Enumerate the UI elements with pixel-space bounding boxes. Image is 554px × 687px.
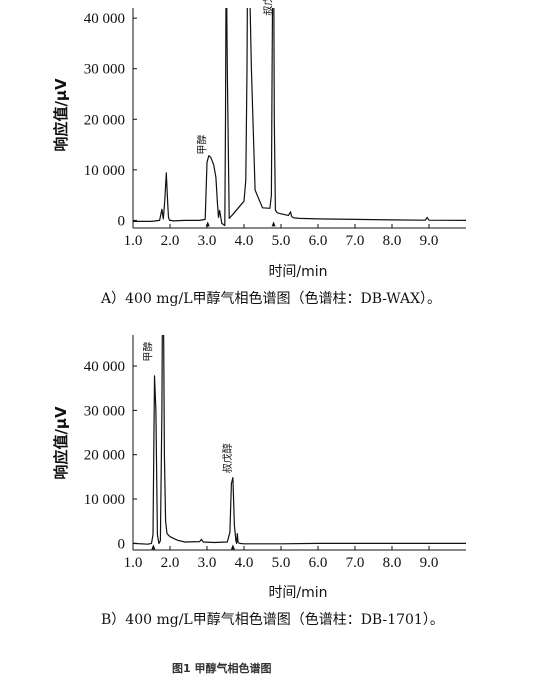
- panel-a-x-axis-label: 时间/min: [268, 264, 327, 280]
- panel-a-y-tick-label: 20 000: [84, 112, 125, 128]
- panel-a-x-tick-label: 4.0: [235, 233, 254, 249]
- panel-b-y-tick-label: 20 000: [84, 448, 125, 464]
- panel-b-y-axis-label: 响应值/μV: [52, 406, 70, 480]
- panel-b-y-tick-label: 10 000: [84, 492, 125, 508]
- panel-b-y-tick-label: 30 000: [84, 403, 125, 419]
- panel-b-x-tick-label: 2.0: [161, 555, 180, 571]
- panel-a-peak-label: 叔戊醇: [262, 0, 275, 16]
- panel-a-series-line: [133, 8, 466, 227]
- figure-caption: 图1 甲醇气相色谱图: [172, 661, 271, 675]
- panel-b-plot-area: 1.0 2.0 3.0 4.0 5.0 6.0 7.0 8.0 9.0 0 10 000 20 000…: [84, 335, 466, 571]
- panel-a: 1.0 2.0 3.0 4.0 5.0 6.0 7.0 8.0 9.0 0 10 000 20 000…: [52, 0, 466, 307]
- panel-b-y-tick-label: 0: [118, 536, 126, 552]
- panel-b-x-tick-label: 7.0: [346, 555, 365, 571]
- panel-a-x-tick-label: 7.0: [346, 233, 365, 249]
- panel-a-caption: A）400 mg/L甲醇气相色谱图（色谱柱：DB-WAX）。: [100, 290, 441, 307]
- panel-b-peak-marker: [230, 544, 235, 550]
- panel-a-y-axis-label: 响应值/μV: [52, 78, 70, 152]
- panel-a-x-tick-label: 5.0: [272, 233, 291, 249]
- panel-b-x-tick-label: 5.0: [272, 555, 291, 571]
- panel-a-x-tick-label: 8.0: [383, 233, 402, 249]
- panel-a-y-tick-label: 10 000: [84, 163, 125, 179]
- panel-b-x-tick-label: 1.0: [124, 555, 143, 571]
- panel-a-x-tick-label: 1.0: [124, 233, 143, 249]
- panel-a-y-tick-label: 0: [118, 213, 126, 229]
- panel-b-x-tick-label: 3.0: [198, 555, 217, 571]
- panel-b-peak-label: 甲醇: [141, 342, 154, 362]
- panel-a-x-tick-label: 9.0: [420, 233, 439, 249]
- panel-b-peak-marker: [151, 544, 156, 550]
- panel-a-y-tick-label: 40 000: [84, 11, 125, 27]
- panel-b-y-tick-label: 40 000: [84, 359, 125, 375]
- panel-a-x-tick-label: 2.0: [161, 233, 180, 249]
- panel-b-x-tick-label: 9.0: [420, 555, 439, 571]
- panel-b-x-tick-label: 6.0: [309, 555, 328, 571]
- panel-b-x-tick-label: 4.0: [235, 555, 254, 571]
- panel-b-series-line: [133, 335, 466, 545]
- panel-a-peak-label: 甲醇: [196, 135, 209, 155]
- panel-b-x-axis-label: 时间/min: [268, 585, 327, 601]
- panel-a-peak-marker: [271, 221, 276, 227]
- panel-b-caption: B）400 mg/L甲醇气相色谱图（色谱柱：DB-1701）。: [101, 611, 444, 628]
- panel-a-peak-marker: [205, 221, 210, 227]
- panel-b-x-tick-label: 8.0: [383, 555, 402, 571]
- panel-a-x-tick-label: 6.0: [309, 233, 328, 249]
- panel-b: 1.0 2.0 3.0 4.0 5.0 6.0 7.0 8.0 9.0 0 10 000 20 000…: [52, 335, 466, 628]
- panel-a-plot-area: 1.0 2.0 3.0 4.0 5.0 6.0 7.0 8.0 9.0 0 10 000 20 000…: [84, 0, 466, 249]
- panel-b-peak-label: 叔戊醇: [221, 443, 234, 473]
- panel-a-y-tick-label: 30 000: [84, 62, 125, 78]
- panel-a-x-tick-label: 3.0: [198, 233, 217, 249]
